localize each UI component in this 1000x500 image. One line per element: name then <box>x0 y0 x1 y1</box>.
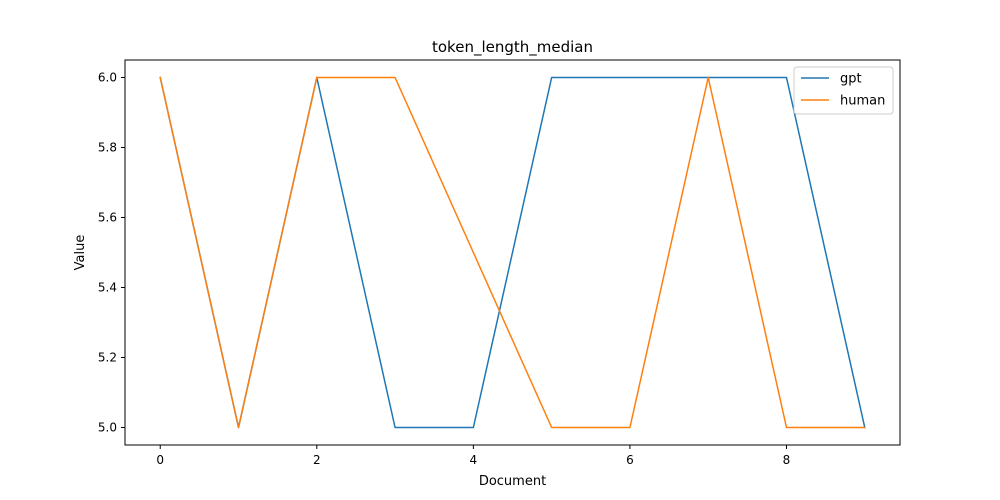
legend-label-human: human <box>840 94 885 109</box>
x-tick-label: 2 <box>313 453 321 467</box>
y-tick-label: 5.4 <box>98 281 117 295</box>
plot-frame <box>124 59 901 446</box>
x-tick-label: 4 <box>470 453 478 467</box>
y-axis-ticks: 5.0 5.2 5.4 5.6 5.8 6.0 <box>98 71 125 435</box>
y-axis-label: Value <box>73 235 88 271</box>
y-tick-label: 5.0 <box>98 421 117 435</box>
series-line-human <box>159 76 866 429</box>
y-tick-label: 6.0 <box>98 71 117 85</box>
y-tick-label: 5.6 <box>98 211 117 225</box>
y-tick-label: 5.8 <box>98 141 117 155</box>
x-tick-label: 6 <box>626 453 634 467</box>
chart-title: token_length_median <box>432 38 593 57</box>
legend-label-gpt: gpt <box>840 72 862 87</box>
y-tick-label: 5.2 <box>98 351 117 365</box>
x-axis-label: Document <box>479 474 546 489</box>
x-axis-ticks: 0 2 4 6 8 <box>156 445 790 467</box>
legend: gpt human <box>793 66 894 115</box>
series-layer <box>159 76 866 429</box>
x-tick-label: 8 <box>783 453 791 467</box>
x-tick-label: 0 <box>156 453 164 467</box>
